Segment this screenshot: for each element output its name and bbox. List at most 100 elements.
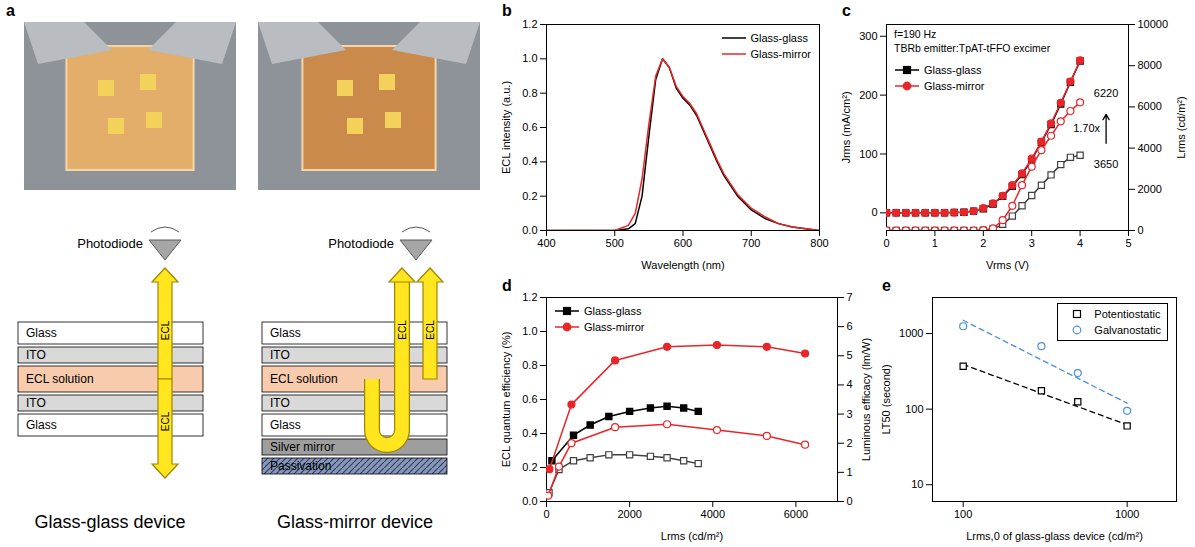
svg-text:4000: 4000: [1138, 142, 1162, 154]
html-text:e: e: [882, 277, 891, 294]
svg-text:ECL: ECL: [425, 320, 436, 340]
svg-text:ITO: ITO: [270, 396, 290, 410]
html-text:Galvanostatic: Galvanostatic: [1094, 324, 1161, 336]
svg-text:1.2: 1.2: [522, 291, 537, 303]
html-text:b: b: [502, 2, 512, 19]
svg-text:200: 200: [859, 89, 877, 101]
svg-text:0.8: 0.8: [522, 87, 537, 99]
svg-text:0.8: 0.8: [522, 359, 537, 371]
svg-text:Vrms (V): Vrms (V): [986, 259, 1029, 271]
svg-text:500: 500: [606, 237, 624, 249]
svg-text:0: 0: [871, 206, 877, 218]
svg-text:Lrms (cd/m²): Lrms (cd/m²): [1175, 96, 1187, 158]
svg-text:1.2: 1.2: [522, 18, 537, 30]
svg-text:6220: 6220: [1094, 87, 1118, 99]
html-text:f=190 Hz: f=190 Hz: [894, 28, 937, 40]
svg-text:Glass: Glass: [26, 326, 57, 340]
svg-text:1000: 1000: [899, 327, 923, 339]
svg-text:6: 6: [847, 320, 853, 332]
svg-text:2000: 2000: [1138, 183, 1162, 195]
svg-text:0.6: 0.6: [522, 121, 537, 133]
html-text:d: d: [502, 277, 512, 294]
svg-text:Lrms (cd/m²): Lrms (cd/m²): [661, 530, 723, 542]
html-text:Glass-mirror: Glass-mirror: [750, 48, 811, 60]
svg-text:Luminous efficacy (lm/W): Luminous efficacy (lm/W): [860, 338, 872, 461]
svg-text:3: 3: [847, 408, 853, 420]
svg-text:Photodiode: Photodiode: [77, 236, 143, 251]
svg-text:5: 5: [1125, 237, 1131, 249]
svg-text:4000: 4000: [701, 508, 725, 520]
svg-text:2: 2: [980, 237, 986, 249]
html-text:Potentiostatic: Potentiostatic: [1094, 308, 1161, 320]
svg-text:6000: 6000: [1138, 100, 1162, 112]
svg-text:0.6: 0.6: [522, 393, 537, 405]
svg-text:0: 0: [543, 508, 549, 520]
svg-text:ECL solution: ECL solution: [26, 372, 94, 386]
svg-text:Glass: Glass: [270, 326, 301, 340]
svg-text:ECL: ECL: [160, 320, 171, 340]
svg-text:4: 4: [847, 378, 853, 390]
svg-text:Jrms (mA/cm²): Jrms (mA/cm²): [840, 91, 852, 163]
svg-text:2000: 2000: [617, 508, 641, 520]
svg-text:Lrms,0 of glass-glass device (: Lrms,0 of glass-glass device (cd/m²): [966, 530, 1143, 542]
svg-text:100: 100: [954, 508, 972, 520]
svg-text:Glass-glass device: Glass-glass device: [34, 512, 185, 532]
html-text:Glass-glass: Glass-glass: [584, 305, 642, 317]
svg-text:1: 1: [847, 466, 853, 478]
svg-text:0.0: 0.0: [522, 224, 537, 236]
html-text:Glass-glass: Glass-glass: [750, 32, 808, 44]
html-text:TBRb emitter:TpAT-tFFO excimer: TBRb emitter:TpAT-tFFO excimer: [894, 42, 1051, 54]
svg-text:2: 2: [847, 437, 853, 449]
svg-text:0.4: 0.4: [522, 155, 537, 167]
svg-text:100: 100: [859, 148, 877, 160]
svg-text:100: 100: [905, 403, 923, 415]
svg-text:ECL quantum efficiency (%): ECL quantum efficiency (%): [500, 332, 512, 468]
svg-text:ITO: ITO: [270, 348, 290, 362]
svg-text:5: 5: [847, 349, 853, 361]
svg-text:0.4: 0.4: [522, 427, 537, 439]
html-text:Glass-mirror: Glass-mirror: [924, 80, 985, 92]
svg-text:1: 1: [932, 237, 938, 249]
svg-text:3: 3: [1029, 237, 1035, 249]
svg-text:Glass-mirror device: Glass-mirror device: [277, 512, 433, 532]
svg-text:1000: 1000: [1115, 508, 1139, 520]
svg-text:300: 300: [859, 30, 877, 42]
svg-text:800: 800: [810, 237, 828, 249]
svg-text:Passivation: Passivation: [270, 459, 331, 473]
svg-text:0.2: 0.2: [522, 190, 537, 202]
svg-text:0.2: 0.2: [522, 461, 537, 473]
svg-text:Wavelength (nm): Wavelength (nm): [641, 259, 724, 271]
svg-text:1.0: 1.0: [522, 52, 537, 64]
svg-text:4: 4: [1077, 237, 1083, 249]
svg-text:Photodiode: Photodiode: [328, 236, 394, 251]
html-text:c: c: [842, 2, 851, 19]
svg-text:8000: 8000: [1138, 59, 1162, 71]
svg-text:ECL: ECL: [160, 411, 171, 431]
svg-text:6000: 6000: [784, 508, 808, 520]
svg-text:600: 600: [674, 237, 692, 249]
svg-text:Glass: Glass: [26, 418, 57, 432]
svg-text:1.70x: 1.70x: [1073, 122, 1100, 134]
svg-text:10000: 10000: [1138, 18, 1169, 30]
svg-text:3650: 3650: [1094, 158, 1118, 170]
svg-text:10: 10: [911, 478, 923, 490]
svg-text:Silver mirror: Silver mirror: [270, 440, 335, 454]
svg-text:0: 0: [883, 237, 889, 249]
svg-text:0.0: 0.0: [522, 495, 537, 507]
html-text:Glass-glass: Glass-glass: [924, 64, 982, 76]
svg-text:400: 400: [537, 237, 555, 249]
svg-text:0: 0: [1138, 224, 1144, 236]
html-text:Glass-mirror: Glass-mirror: [584, 321, 645, 333]
svg-text:ECL solution: ECL solution: [270, 372, 338, 386]
svg-text:ITO: ITO: [26, 348, 46, 362]
svg-text:7: 7: [847, 291, 853, 303]
svg-text:Glass: Glass: [270, 418, 301, 432]
svg-text:1.0: 1.0: [522, 325, 537, 337]
svg-text:a: a: [6, 2, 15, 19]
svg-text:0: 0: [847, 495, 853, 507]
svg-text:LT50 (second): LT50 (second): [880, 364, 892, 434]
svg-text:700: 700: [742, 237, 760, 249]
svg-text:ITO: ITO: [26, 396, 46, 410]
svg-text:ECL intensity (a.u.): ECL intensity (a.u.): [500, 81, 512, 174]
svg-text:ECL: ECL: [397, 320, 408, 340]
